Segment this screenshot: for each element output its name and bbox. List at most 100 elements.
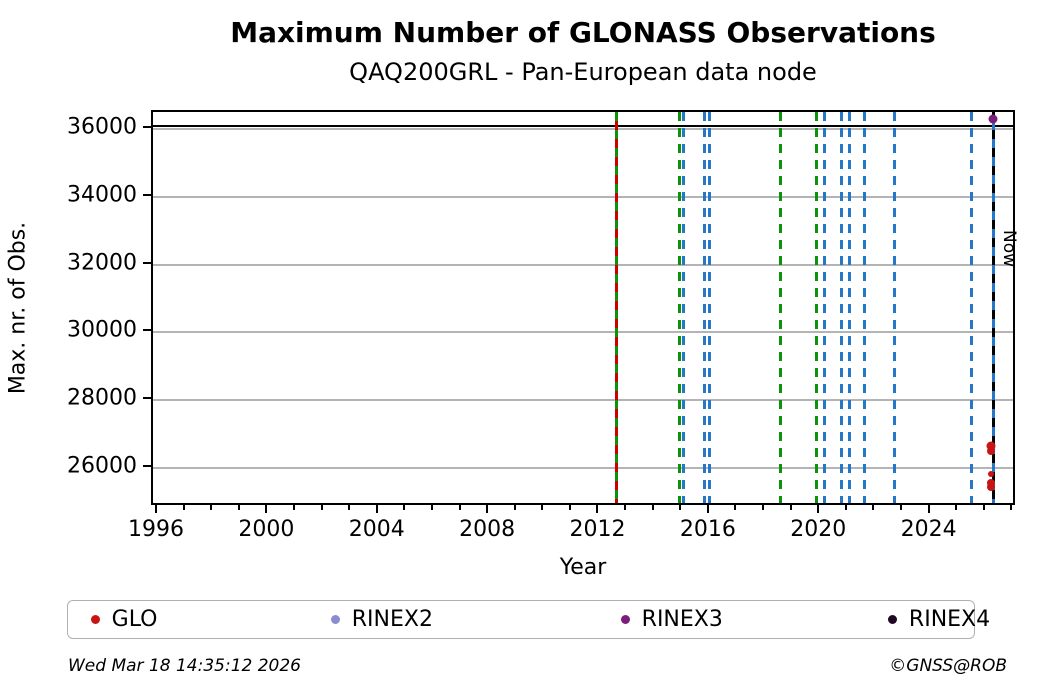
x-minor-tick (458, 505, 461, 510)
event-line-2020.17 (823, 112, 827, 503)
x-major-tick (486, 505, 489, 513)
y-major-tick (143, 465, 151, 467)
plot-area: Now (151, 110, 1019, 505)
event-line-2016 (708, 112, 712, 503)
x-tick-label-1996: 1996 (127, 517, 184, 542)
x-minor-tick (430, 505, 433, 510)
gridline-y-32000 (153, 263, 1013, 266)
event-line-2015.06 (682, 112, 686, 503)
y-major-tick (143, 329, 151, 332)
x-minor-tick (789, 505, 792, 510)
event-line-2019.88 (815, 112, 819, 503)
y-major-tick (143, 193, 151, 196)
x-minor-tick (568, 505, 571, 510)
x-minor-tick (955, 505, 958, 510)
glo-marker-icon (90, 615, 100, 624)
event-line-2021.07 (848, 112, 852, 503)
y-axis-label: Max. nr. of Obs. (5, 221, 31, 395)
chart-title: Maximum Number of GLONASS Observations (230, 16, 936, 49)
data-point-glo (986, 441, 996, 451)
x-minor-tick (982, 505, 985, 510)
legend-item-glo: GLO (90, 601, 158, 638)
y-major-tick (143, 261, 151, 264)
legend-label-rinex3: RINEX3 (641, 607, 723, 632)
legend-item-rinex4: RINEX4 (887, 601, 991, 638)
x-minor-tick (734, 505, 737, 510)
x-minor-tick (182, 505, 185, 510)
data-point-glo (987, 446, 996, 455)
gridline-y-34000 (153, 195, 1013, 198)
event-line-2012.63 (615, 112, 619, 503)
x-minor-tick (844, 505, 847, 510)
x-major-tick (706, 505, 709, 513)
now-line (992, 112, 996, 503)
event-line-2014.91 (678, 112, 682, 503)
gridline-y-30000 (153, 331, 1013, 334)
x-minor-tick (624, 505, 627, 510)
gridline-y-28000 (153, 399, 1013, 402)
x-minor-tick (237, 505, 240, 510)
chart-subtitle: QAQ200GRL - Pan-European data node (349, 58, 817, 86)
legend-item-rinex3: RINEX3 (620, 601, 723, 638)
x-minor-tick (872, 505, 875, 510)
rinex3-marker-icon (620, 615, 630, 624)
rinex2-marker-icon (330, 615, 340, 624)
event-line-2020.78 (840, 112, 844, 503)
data-point-glo (987, 482, 996, 491)
legend-label-glo: GLO (111, 607, 158, 632)
y-tick-label-26000: 26000 (67, 453, 137, 479)
x-minor-tick (348, 505, 351, 510)
legend-label-rinex2: RINEX2 (351, 607, 433, 632)
x-major-tick (154, 505, 157, 513)
x-minor-tick (900, 505, 903, 510)
x-tick-label-2016: 2016 (679, 517, 736, 542)
x-minor-tick (292, 505, 295, 510)
now-annotation: Now (998, 230, 1019, 268)
y-tick-label-28000: 28000 (67, 385, 137, 411)
x-major-tick (596, 505, 599, 513)
data-point-rinex3 (988, 114, 998, 124)
gridline-y-26000 (153, 467, 1013, 469)
x-minor-tick (541, 505, 544, 510)
event-line-2022.7 (893, 112, 897, 503)
x-axis-label: Year (559, 555, 607, 580)
x-tick-label-2000: 2000 (238, 517, 295, 542)
y-major-tick (143, 397, 151, 400)
legend-item-rinex2: RINEX2 (330, 601, 433, 638)
x-major-tick (927, 505, 930, 513)
x-major-tick (817, 505, 820, 513)
rinex4-marker-icon (887, 615, 897, 624)
legend-label-rinex4: RINEX4 (908, 607, 991, 632)
x-minor-tick (651, 505, 654, 510)
x-tick-label-2024: 2024 (900, 517, 957, 542)
x-tick-label-2012: 2012 (569, 517, 626, 542)
data-point-glo (988, 471, 995, 478)
y-tick-label-30000: 30000 (67, 317, 137, 343)
y-tick-label-34000: 34000 (67, 182, 137, 208)
gridline-y-36000 (153, 127, 1013, 130)
x-major-tick (375, 505, 378, 513)
x-major-tick (265, 505, 268, 513)
x-minor-tick (762, 505, 765, 510)
x-minor-tick (679, 505, 682, 510)
horizontal-line-36100 (153, 124, 1013, 128)
event-line-2021.62 (863, 112, 867, 503)
x-minor-tick (210, 505, 213, 510)
event-line-2018.57 (779, 112, 783, 503)
x-tick-label-2008: 2008 (459, 517, 516, 542)
x-tick-label-2020: 2020 (790, 517, 847, 542)
y-tick-label-32000: 32000 (67, 250, 137, 276)
x-minor-tick (1010, 505, 1013, 510)
event-line-2015.82 (703, 112, 707, 503)
legend-box: GLO RINEX2 RINEX3 RINEX4 (67, 600, 990, 639)
x-minor-tick (403, 505, 406, 510)
x-minor-tick (320, 505, 323, 510)
y-major-tick (143, 125, 151, 128)
plot-timestamp: Wed Mar 18 14:35:12 2026 (68, 656, 301, 676)
x-tick-label-2004: 2004 (348, 517, 405, 542)
event-line-2025.49 (970, 112, 974, 503)
x-minor-tick (513, 505, 516, 510)
copyright-credit: ©GNSS@ROB (889, 656, 1007, 676)
data-point-glo (987, 478, 996, 487)
